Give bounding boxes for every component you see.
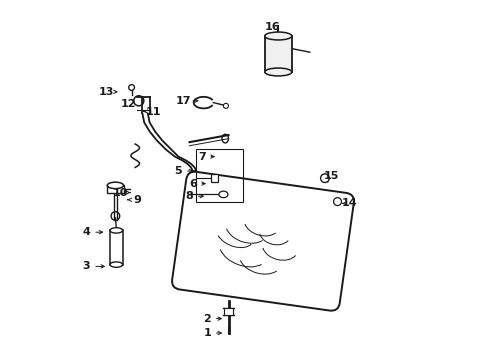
Text: 6: 6 xyxy=(189,179,197,189)
Bar xyxy=(265,36,292,72)
Text: 12: 12 xyxy=(120,99,136,109)
Ellipse shape xyxy=(219,191,228,198)
Text: 10: 10 xyxy=(113,188,128,198)
Circle shape xyxy=(320,174,329,183)
Bar xyxy=(211,174,218,182)
Bar xyxy=(196,149,243,202)
Ellipse shape xyxy=(265,32,292,40)
Text: 11: 11 xyxy=(146,107,161,117)
Text: 14: 14 xyxy=(342,198,357,208)
Bar xyxy=(110,230,122,265)
Text: 8: 8 xyxy=(185,191,193,201)
Ellipse shape xyxy=(110,228,122,233)
Text: 16: 16 xyxy=(264,22,280,32)
Circle shape xyxy=(223,103,228,108)
Bar xyxy=(224,308,233,315)
Text: 3: 3 xyxy=(83,261,91,271)
Text: 17: 17 xyxy=(176,96,192,106)
Circle shape xyxy=(129,85,134,90)
Ellipse shape xyxy=(265,68,292,76)
Text: 9: 9 xyxy=(133,195,141,205)
Text: 2: 2 xyxy=(203,314,211,324)
Text: 4: 4 xyxy=(83,227,91,237)
Text: 1: 1 xyxy=(203,328,211,338)
Text: 5: 5 xyxy=(174,166,182,176)
Circle shape xyxy=(334,198,342,206)
Ellipse shape xyxy=(110,262,122,267)
Ellipse shape xyxy=(107,182,123,189)
Bar xyxy=(107,185,123,193)
Text: 13: 13 xyxy=(98,87,114,97)
Text: 15: 15 xyxy=(324,171,339,181)
Text: 7: 7 xyxy=(198,152,206,162)
